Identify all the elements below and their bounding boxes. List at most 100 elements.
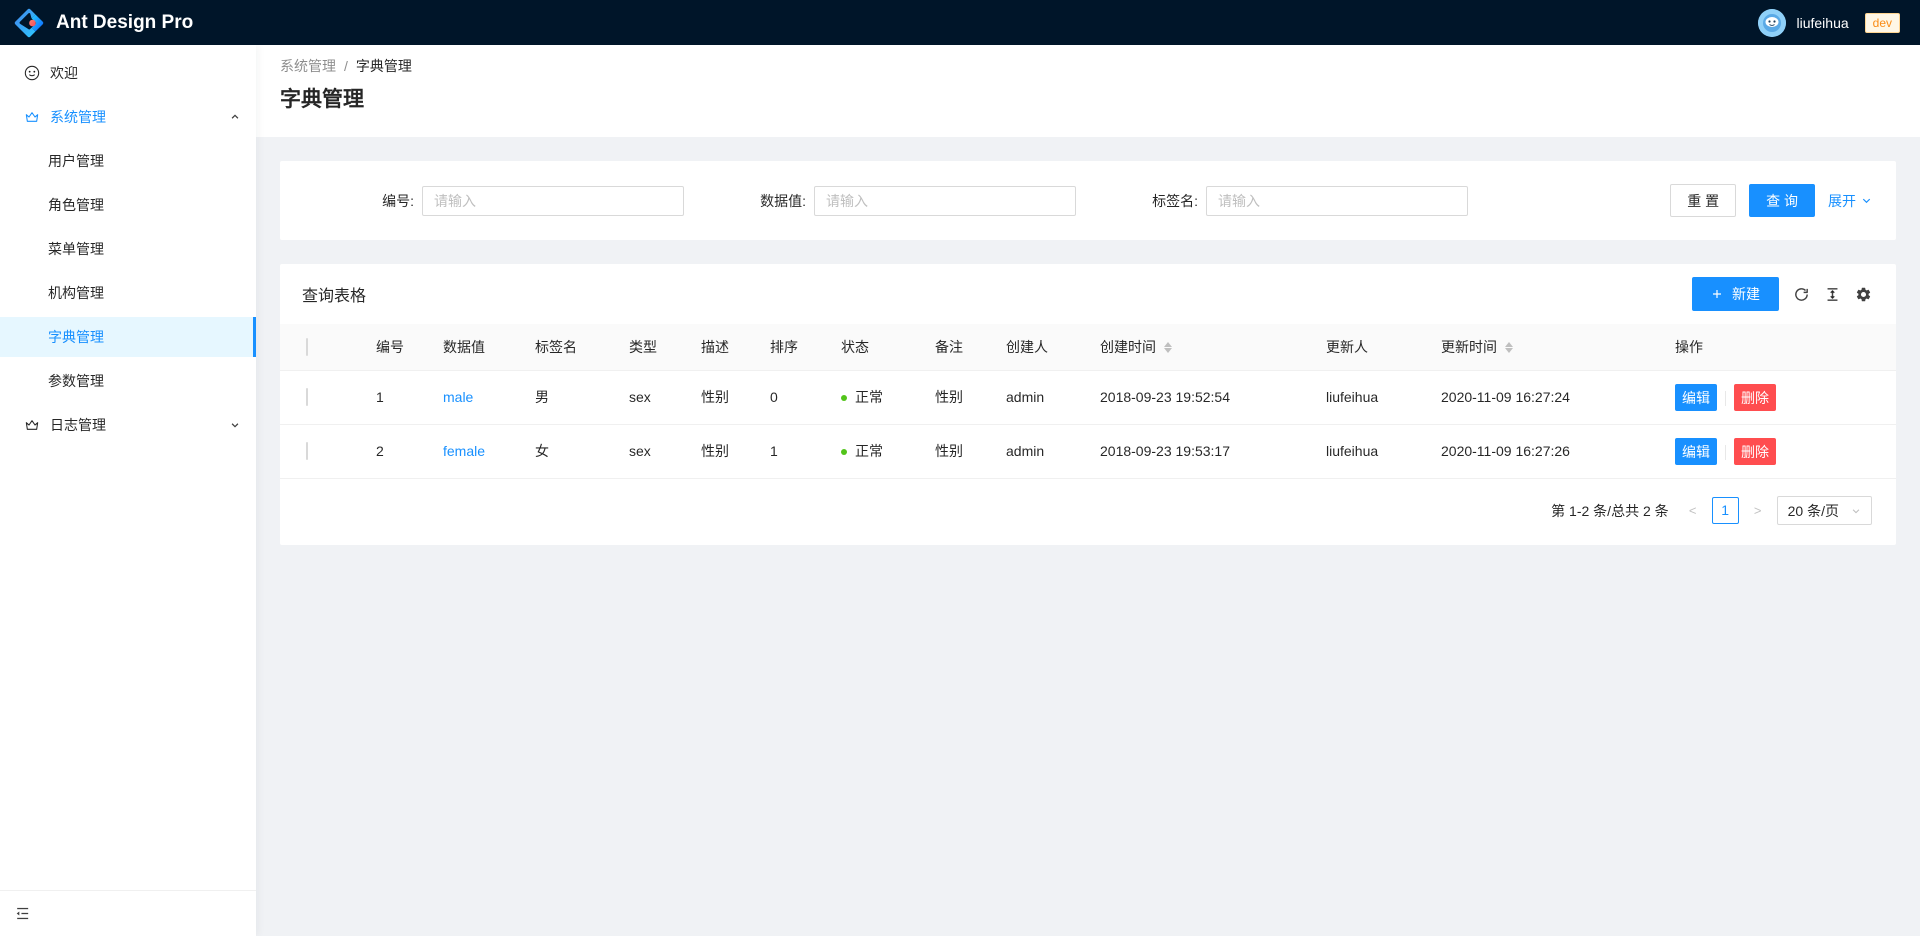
smile-icon (24, 65, 40, 81)
sidebar-item-menu-mgmt[interactable]: 菜单管理 (0, 229, 256, 269)
col-type: 类型 (613, 324, 685, 371)
page-title: 字典管理 (280, 88, 364, 111)
user-name[interactable]: liufeihua (1796, 14, 1849, 31)
col-updater: 更新人 (1310, 324, 1425, 371)
delete-button[interactable]: 删除 (1734, 384, 1776, 411)
table-title: 查询表格 (302, 288, 367, 305)
sidebar: 欢迎 系统管理 用户管理 角色管理 (0, 45, 256, 936)
cell-type: sex (613, 370, 685, 425)
ant-design-logo-icon (14, 8, 44, 38)
action-divider (1725, 391, 1726, 407)
sidebar-item-welcome[interactable]: 欢迎 (0, 53, 256, 93)
sidebar-item-user-mgmt[interactable]: 用户管理 (0, 141, 256, 181)
table-row: 1 male 男 sex 性别 0 正常 (280, 370, 1896, 425)
table-toolbar: 查询表格 新建 (280, 264, 1896, 324)
sidebar-item-label: 字典管理 (48, 329, 104, 345)
status-badge: 正常 (841, 387, 903, 408)
cell-sort: 0 (754, 370, 825, 425)
column-height-icon[interactable] (1824, 286, 1841, 303)
cell-sort: 1 (754, 424, 825, 479)
page-number[interactable]: 1 (1711, 497, 1739, 524)
col-status: 状态 (825, 324, 919, 371)
table-row: 2 female 女 sex 性别 1 正常 (280, 424, 1896, 479)
chevron-down-icon (1851, 506, 1861, 516)
sidebar-item-org-mgmt[interactable]: 机构管理 (0, 273, 256, 313)
sorter-icon[interactable] (1505, 341, 1513, 353)
row-checkbox[interactable] (306, 442, 308, 460)
sidebar-item-label: 系统管理 (50, 109, 106, 125)
tag-name-input[interactable] (1206, 185, 1468, 216)
col-id: 编号 (360, 324, 427, 371)
user-avatar[interactable] (1758, 8, 1787, 37)
col-updated[interactable]: 更新时间 (1425, 324, 1659, 371)
page-size-select[interactable]: 20 条/页 (1776, 496, 1872, 525)
sidebar-item-dict-mgmt[interactable]: 字典管理 (0, 317, 256, 357)
new-button[interactable]: 新建 (1692, 277, 1779, 311)
select-all-checkbox[interactable] (306, 338, 308, 356)
crown-icon (24, 109, 40, 125)
col-value: 数据值 (427, 324, 519, 371)
sidebar-menu: 欢迎 系统管理 用户管理 角色管理 (0, 45, 256, 449)
col-created[interactable]: 创建时间 (1084, 324, 1310, 371)
sidebar-item-system[interactable]: 系统管理 (0, 97, 256, 137)
breadcrumb-parent[interactable]: 系统管理 (280, 58, 336, 74)
cell-updater: liufeihua (1310, 424, 1425, 479)
id-input[interactable] (422, 185, 684, 216)
pagination: 第 1-2 条/总共 2 条 < 1 > 20 条/页 (280, 479, 1896, 545)
filter-label: 编号: (382, 192, 414, 209)
sidebar-collapse-trigger[interactable] (0, 890, 256, 936)
gear-icon[interactable] (1855, 286, 1872, 303)
cell-value-link[interactable]: female (443, 443, 486, 459)
logo-area[interactable]: Ant Design Pro (14, 8, 193, 38)
breadcrumb: 系统管理 / 字典管理 (280, 55, 1896, 77)
page-header: 系统管理 / 字典管理 字典管理 (256, 45, 1920, 137)
sidebar-item-label: 参数管理 (48, 373, 104, 389)
cell-creator: admin (990, 424, 1084, 479)
sidebar-item-role-mgmt[interactable]: 角色管理 (0, 185, 256, 225)
breadcrumb-separator: / (344, 58, 348, 74)
table-card: 查询表格 新建 (280, 264, 1896, 545)
main-content: 系统管理 / 字典管理 字典管理 编号: 数据值: 标签名: (256, 45, 1920, 936)
filter-label: 数据值: (760, 192, 806, 209)
dict-table: 编号 数据值 标签名 类型 描述 排序 状态 备注 创建人 创建时间 (280, 324, 1896, 479)
edit-button[interactable]: 编辑 (1675, 438, 1717, 465)
cell-remark: 性别 (919, 424, 990, 479)
cell-created: 2018-09-23 19:52:54 (1084, 370, 1310, 425)
status-label: 正常 (855, 389, 883, 405)
cell-updater: liufeihua (1310, 370, 1425, 425)
sorter-icon[interactable] (1164, 341, 1172, 353)
cell-updated: 2020-11-09 16:27:26 (1425, 424, 1659, 479)
search-button[interactable]: 查 询 (1749, 184, 1815, 217)
col-sort: 排序 (754, 324, 825, 371)
cell-type: sex (613, 424, 685, 479)
sidebar-item-param-mgmt[interactable]: 参数管理 (0, 361, 256, 401)
page-size-value: 20 条/页 (1787, 502, 1839, 519)
pagination-total: 第 1-2 条/总共 2 条 (1551, 502, 1669, 519)
top-header: Ant Design Pro liufeihua dev (0, 0, 1920, 45)
sidebar-item-label: 机构管理 (48, 285, 104, 301)
breadcrumb-current: 字典管理 (355, 58, 412, 74)
sidebar-item-label: 欢迎 (50, 65, 78, 81)
expand-toggle[interactable]: 展开 (1828, 191, 1872, 211)
cell-creator: admin (990, 370, 1084, 425)
chevron-down-icon (1861, 195, 1872, 206)
sidebar-item-label: 用户管理 (48, 153, 104, 169)
reset-button[interactable]: 重 置 (1670, 184, 1737, 217)
cell-value-link[interactable]: male (443, 389, 474, 405)
prev-page-icon[interactable]: < (1688, 503, 1697, 518)
col-label: 标签名 (519, 324, 613, 371)
edit-button[interactable]: 编辑 (1675, 384, 1717, 411)
row-checkbox[interactable] (306, 388, 308, 406)
delete-button[interactable]: 删除 (1734, 438, 1776, 465)
filter-card: 编号: 数据值: 标签名: 重 置 查 询 展开 (280, 161, 1896, 240)
status-label: 正常 (855, 443, 883, 459)
reload-icon[interactable] (1793, 286, 1810, 303)
data-value-input[interactable] (814, 185, 1076, 216)
expand-label: 展开 (1828, 192, 1856, 209)
status-badge: 正常 (841, 441, 903, 462)
next-page-icon[interactable]: > (1753, 503, 1762, 518)
sidebar-item-log[interactable]: 日志管理 (0, 405, 256, 445)
menu-fold-icon (14, 905, 31, 922)
col-actions: 操作 (1659, 324, 1896, 371)
cell-remark: 性别 (919, 370, 990, 425)
